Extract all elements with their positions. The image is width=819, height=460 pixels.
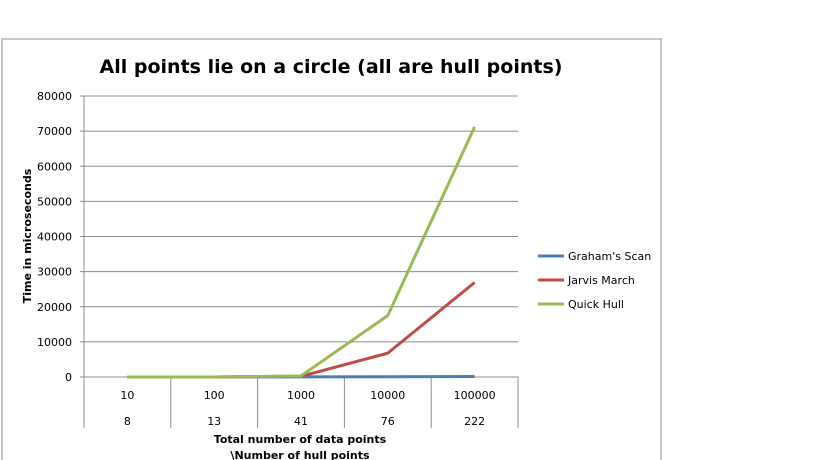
legend-label: Quick Hull xyxy=(568,298,624,311)
x-tick-label: 100 xyxy=(204,389,225,402)
y-tick-label: 40000 xyxy=(37,231,72,244)
x-tick-label: 10 xyxy=(120,389,134,402)
legend: Graham's Scan Jarvis March Quick Hull xyxy=(538,250,651,311)
y-tick-label: 10000 xyxy=(37,336,72,349)
x-tick-label: 1000 xyxy=(287,389,315,402)
chart-frame xyxy=(1,38,662,460)
y-tick-label: 70000 xyxy=(37,125,72,138)
y-tick-label: 20000 xyxy=(37,301,72,314)
series-line-2 xyxy=(127,126,476,379)
y-tick-label: 30000 xyxy=(37,266,72,279)
y-axis-ticks: 80000 70000 60000 50000 40000 30000 20000 10000… xyxy=(37,90,72,384)
legend-label: Graham's Scan xyxy=(568,250,651,263)
x-tick-label-secondary: 13 xyxy=(207,415,221,428)
x-axis-label-line2: \Number of hull points xyxy=(230,449,370,460)
legend-label: Jarvis March xyxy=(567,274,635,287)
chart-title: All points lie on a circle (all are hull… xyxy=(100,56,563,78)
y-tick-label: 60000 xyxy=(37,160,72,173)
x-tick-label-secondary: 222 xyxy=(464,415,485,428)
x-axis-category-table xyxy=(83,377,519,428)
y-tick-label: 80000 xyxy=(37,90,72,103)
y-tick-label: 50000 xyxy=(37,195,72,208)
x-axis-label-line1: Total number of data points xyxy=(214,433,387,446)
x-tick-label: 100000 xyxy=(454,389,496,402)
x-axis-ticks: 10 8 100 13 1000 41 10000 76 100000 222 xyxy=(120,389,495,428)
x-tick-label: 10000 xyxy=(370,389,405,402)
x-tick-label-secondary: 41 xyxy=(294,415,308,428)
y-axis-label: Time in microseconds xyxy=(21,168,34,303)
x-tick-label-secondary: 76 xyxy=(381,415,395,428)
y-tick-label: 0 xyxy=(65,371,72,384)
series-lines xyxy=(127,126,476,379)
x-tick-label-secondary: 8 xyxy=(124,415,131,428)
